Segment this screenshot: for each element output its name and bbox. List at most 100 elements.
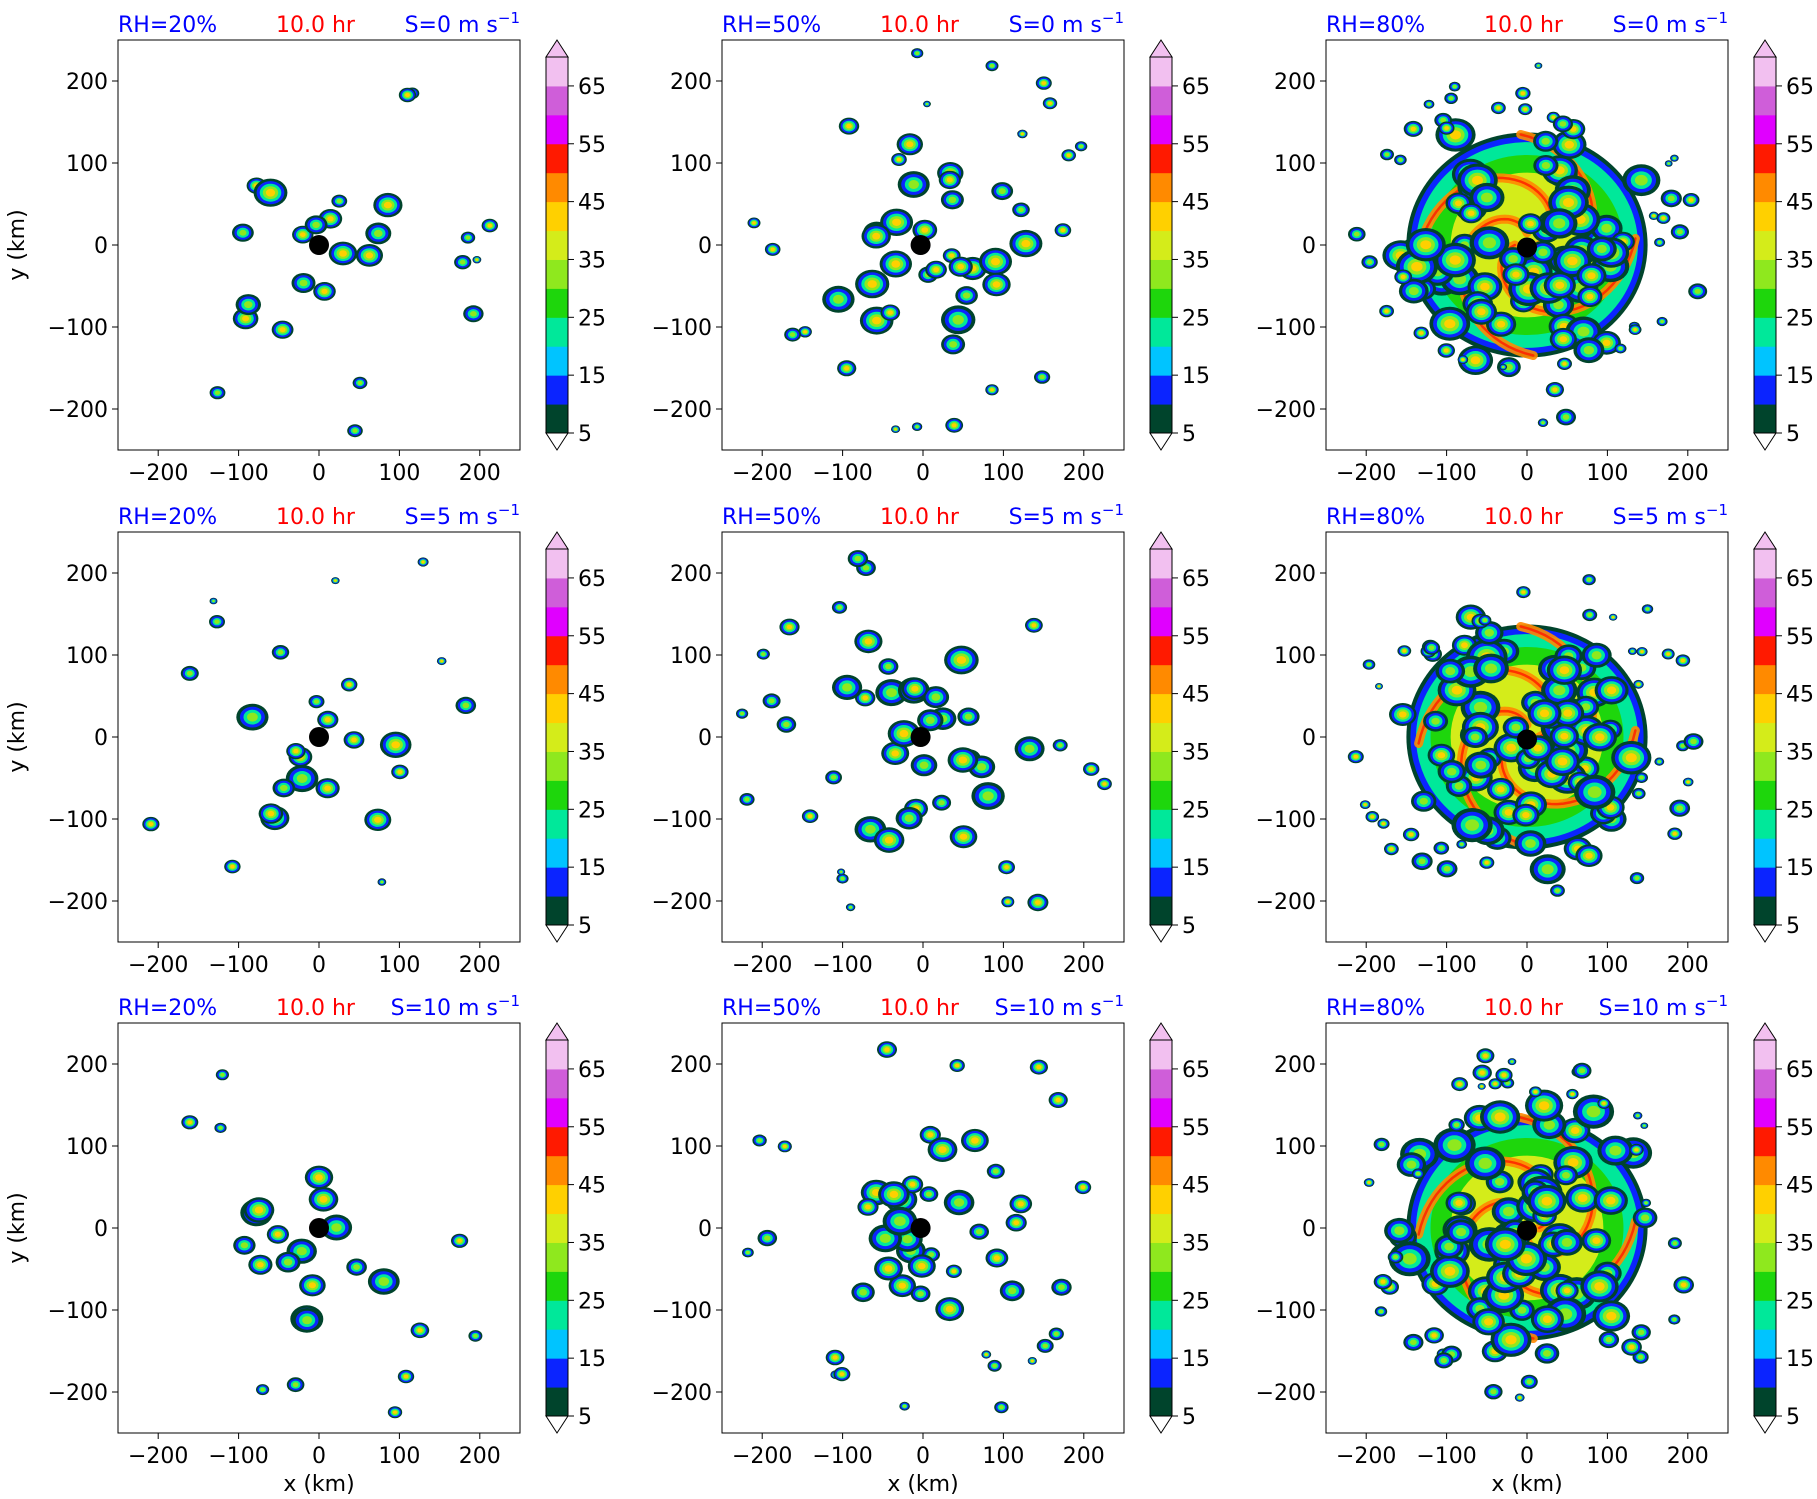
- colorbar-bin: [1754, 1271, 1776, 1301]
- x-tick-label: 100: [378, 1444, 420, 1469]
- colorbar-bin: [1150, 1213, 1172, 1243]
- colorbar-bin: [1150, 1242, 1172, 1272]
- colorbar-bin: [1754, 1040, 1776, 1070]
- colorbar-bin: [1754, 780, 1776, 810]
- x-tick-label: −100: [812, 1444, 872, 1469]
- colorbar-bin: [546, 375, 568, 405]
- colorbar-bin: [546, 230, 568, 260]
- colorbar-tick-label: 45: [1182, 1174, 1210, 1199]
- colorbar-tick-label: 15: [1182, 1347, 1210, 1372]
- x-tick-label: 0: [916, 461, 930, 486]
- colorbar-bin: [546, 288, 568, 318]
- colorbar-bin: [1754, 288, 1776, 318]
- time-label: 10.0 hr: [1484, 505, 1564, 530]
- colorbar-tick-label: 5: [578, 422, 592, 447]
- y-tick-label: 100: [1274, 152, 1316, 177]
- colorbar-tick-label: 65: [1182, 75, 1210, 100]
- colorbar-bin: [546, 1126, 568, 1157]
- colorbar-bin: [1150, 288, 1172, 318]
- x-tick-label: −200: [1336, 953, 1396, 978]
- colorbar-tick-label: 65: [1786, 75, 1814, 100]
- y-tick-label: 100: [670, 152, 712, 177]
- colorbar-tick-label: 15: [578, 364, 606, 389]
- colorbar-over-arrow: [1149, 39, 1173, 58]
- colorbar-tick-label: 45: [1786, 683, 1814, 708]
- y-tick-label: 0: [94, 1217, 108, 1242]
- colorbar: 5 15 25 35 45 55 65: [1149, 39, 1210, 451]
- colorbar-bin: [546, 201, 568, 232]
- y-tick-label: −100: [48, 1299, 108, 1324]
- reflectivity-field: [181, 1069, 483, 1419]
- colorbar-tick-label: 55: [578, 1116, 606, 1141]
- colorbar-tick-label: 5: [1786, 422, 1800, 447]
- colorbar-tick-label: 45: [578, 683, 606, 708]
- y-tick-label: 100: [1274, 644, 1316, 669]
- colorbar: 5 15 25 35 45 55 65: [1149, 1022, 1210, 1434]
- colorbar-tick-label: 15: [1786, 856, 1814, 881]
- x-tick-label: 200: [1063, 461, 1105, 486]
- colorbar-tick-label: 35: [578, 1231, 606, 1256]
- reflectivity-field: [142, 557, 477, 886]
- colorbar-under-arrow: [1753, 432, 1777, 451]
- y-tick-label: −200: [1256, 890, 1316, 915]
- colorbar-bin: [1754, 867, 1776, 897]
- colorbar-tick-label: 35: [1786, 1231, 1814, 1256]
- colorbar-bin: [1754, 1184, 1776, 1215]
- colorbar-bin: [1150, 85, 1172, 116]
- colorbar-bin: [1754, 1300, 1776, 1330]
- x-tick-label: 0: [916, 1444, 930, 1469]
- colorbar-over-arrow: [545, 39, 569, 58]
- colorbar-frame: [545, 1039, 569, 1417]
- colorbar-bin: [1754, 664, 1776, 695]
- colorbar-tick-label: 15: [1182, 856, 1210, 881]
- storm-center-marker: [1517, 237, 1537, 258]
- colorbar-tick-label: 65: [1182, 1058, 1210, 1083]
- storm-center-marker: [309, 727, 329, 747]
- colorbar-tick-label: 5: [1786, 1405, 1800, 1430]
- reflectivity-field: [742, 1041, 1092, 1414]
- colorbar-bin: [546, 780, 568, 810]
- colorbar-tick-label: 45: [1786, 1174, 1814, 1199]
- colorbar-over-arrow: [1149, 531, 1173, 550]
- colorbar-tick-label: 65: [578, 1058, 606, 1083]
- y-tick-label: 200: [670, 70, 712, 95]
- colorbar-bin: [1754, 1097, 1776, 1128]
- panel-0-2: −200 −100 0 100 200 −200 −100 0 100 200 RH=80% 10.0…: [1256, 9, 1814, 486]
- colorbar-bin: [1150, 201, 1172, 232]
- colorbar-bin: [1754, 143, 1776, 174]
- x-tick-label: 0: [312, 1444, 326, 1469]
- y-tick-label: 0: [698, 726, 712, 751]
- x-tick-label: 0: [1520, 1444, 1534, 1469]
- colorbar-tick-label: 55: [1786, 625, 1814, 650]
- colorbar-bin: [1150, 172, 1172, 203]
- colorbar-bin: [1150, 1155, 1172, 1186]
- panel-1-1: −200 −100 0 100 200 −200 −100 0 100 200 RH=50% 10.0…: [652, 501, 1210, 978]
- colorbar-bin: [1754, 722, 1776, 752]
- x-tick-label: 100: [1586, 1444, 1628, 1469]
- colorbar-bin: [546, 259, 568, 289]
- colorbar-bin: [1150, 693, 1172, 724]
- colorbar-tick-label: 15: [1786, 364, 1814, 389]
- colorbar-bin: [1150, 114, 1172, 145]
- colorbar-tick-label: 35: [1786, 740, 1814, 765]
- x-axis-label: x (km): [283, 1472, 354, 1497]
- colorbar-bin: [546, 143, 568, 174]
- x-tick-label: 200: [459, 1444, 501, 1469]
- colorbar-tick-label: 5: [1182, 914, 1196, 939]
- colorbar-under-arrow: [545, 924, 569, 943]
- y-tick-label: 200: [1274, 1053, 1316, 1078]
- rh-label: RH=50%: [722, 996, 821, 1021]
- x-tick-label: −200: [732, 1444, 792, 1469]
- colorbar-bin: [546, 1242, 568, 1272]
- x-tick-label: 200: [1667, 953, 1709, 978]
- x-tick-label: −200: [128, 461, 188, 486]
- time-label: 10.0 hr: [880, 996, 960, 1021]
- rh-label: RH=50%: [722, 13, 821, 38]
- x-tick-label: 200: [1667, 461, 1709, 486]
- colorbar-bin: [1754, 114, 1776, 145]
- shear-label: S=10 m s−1: [1599, 992, 1728, 1021]
- colorbar: 5 15 25 35 45 55 65: [545, 531, 606, 943]
- colorbar-bin: [546, 1271, 568, 1301]
- colorbar-bin: [1754, 230, 1776, 260]
